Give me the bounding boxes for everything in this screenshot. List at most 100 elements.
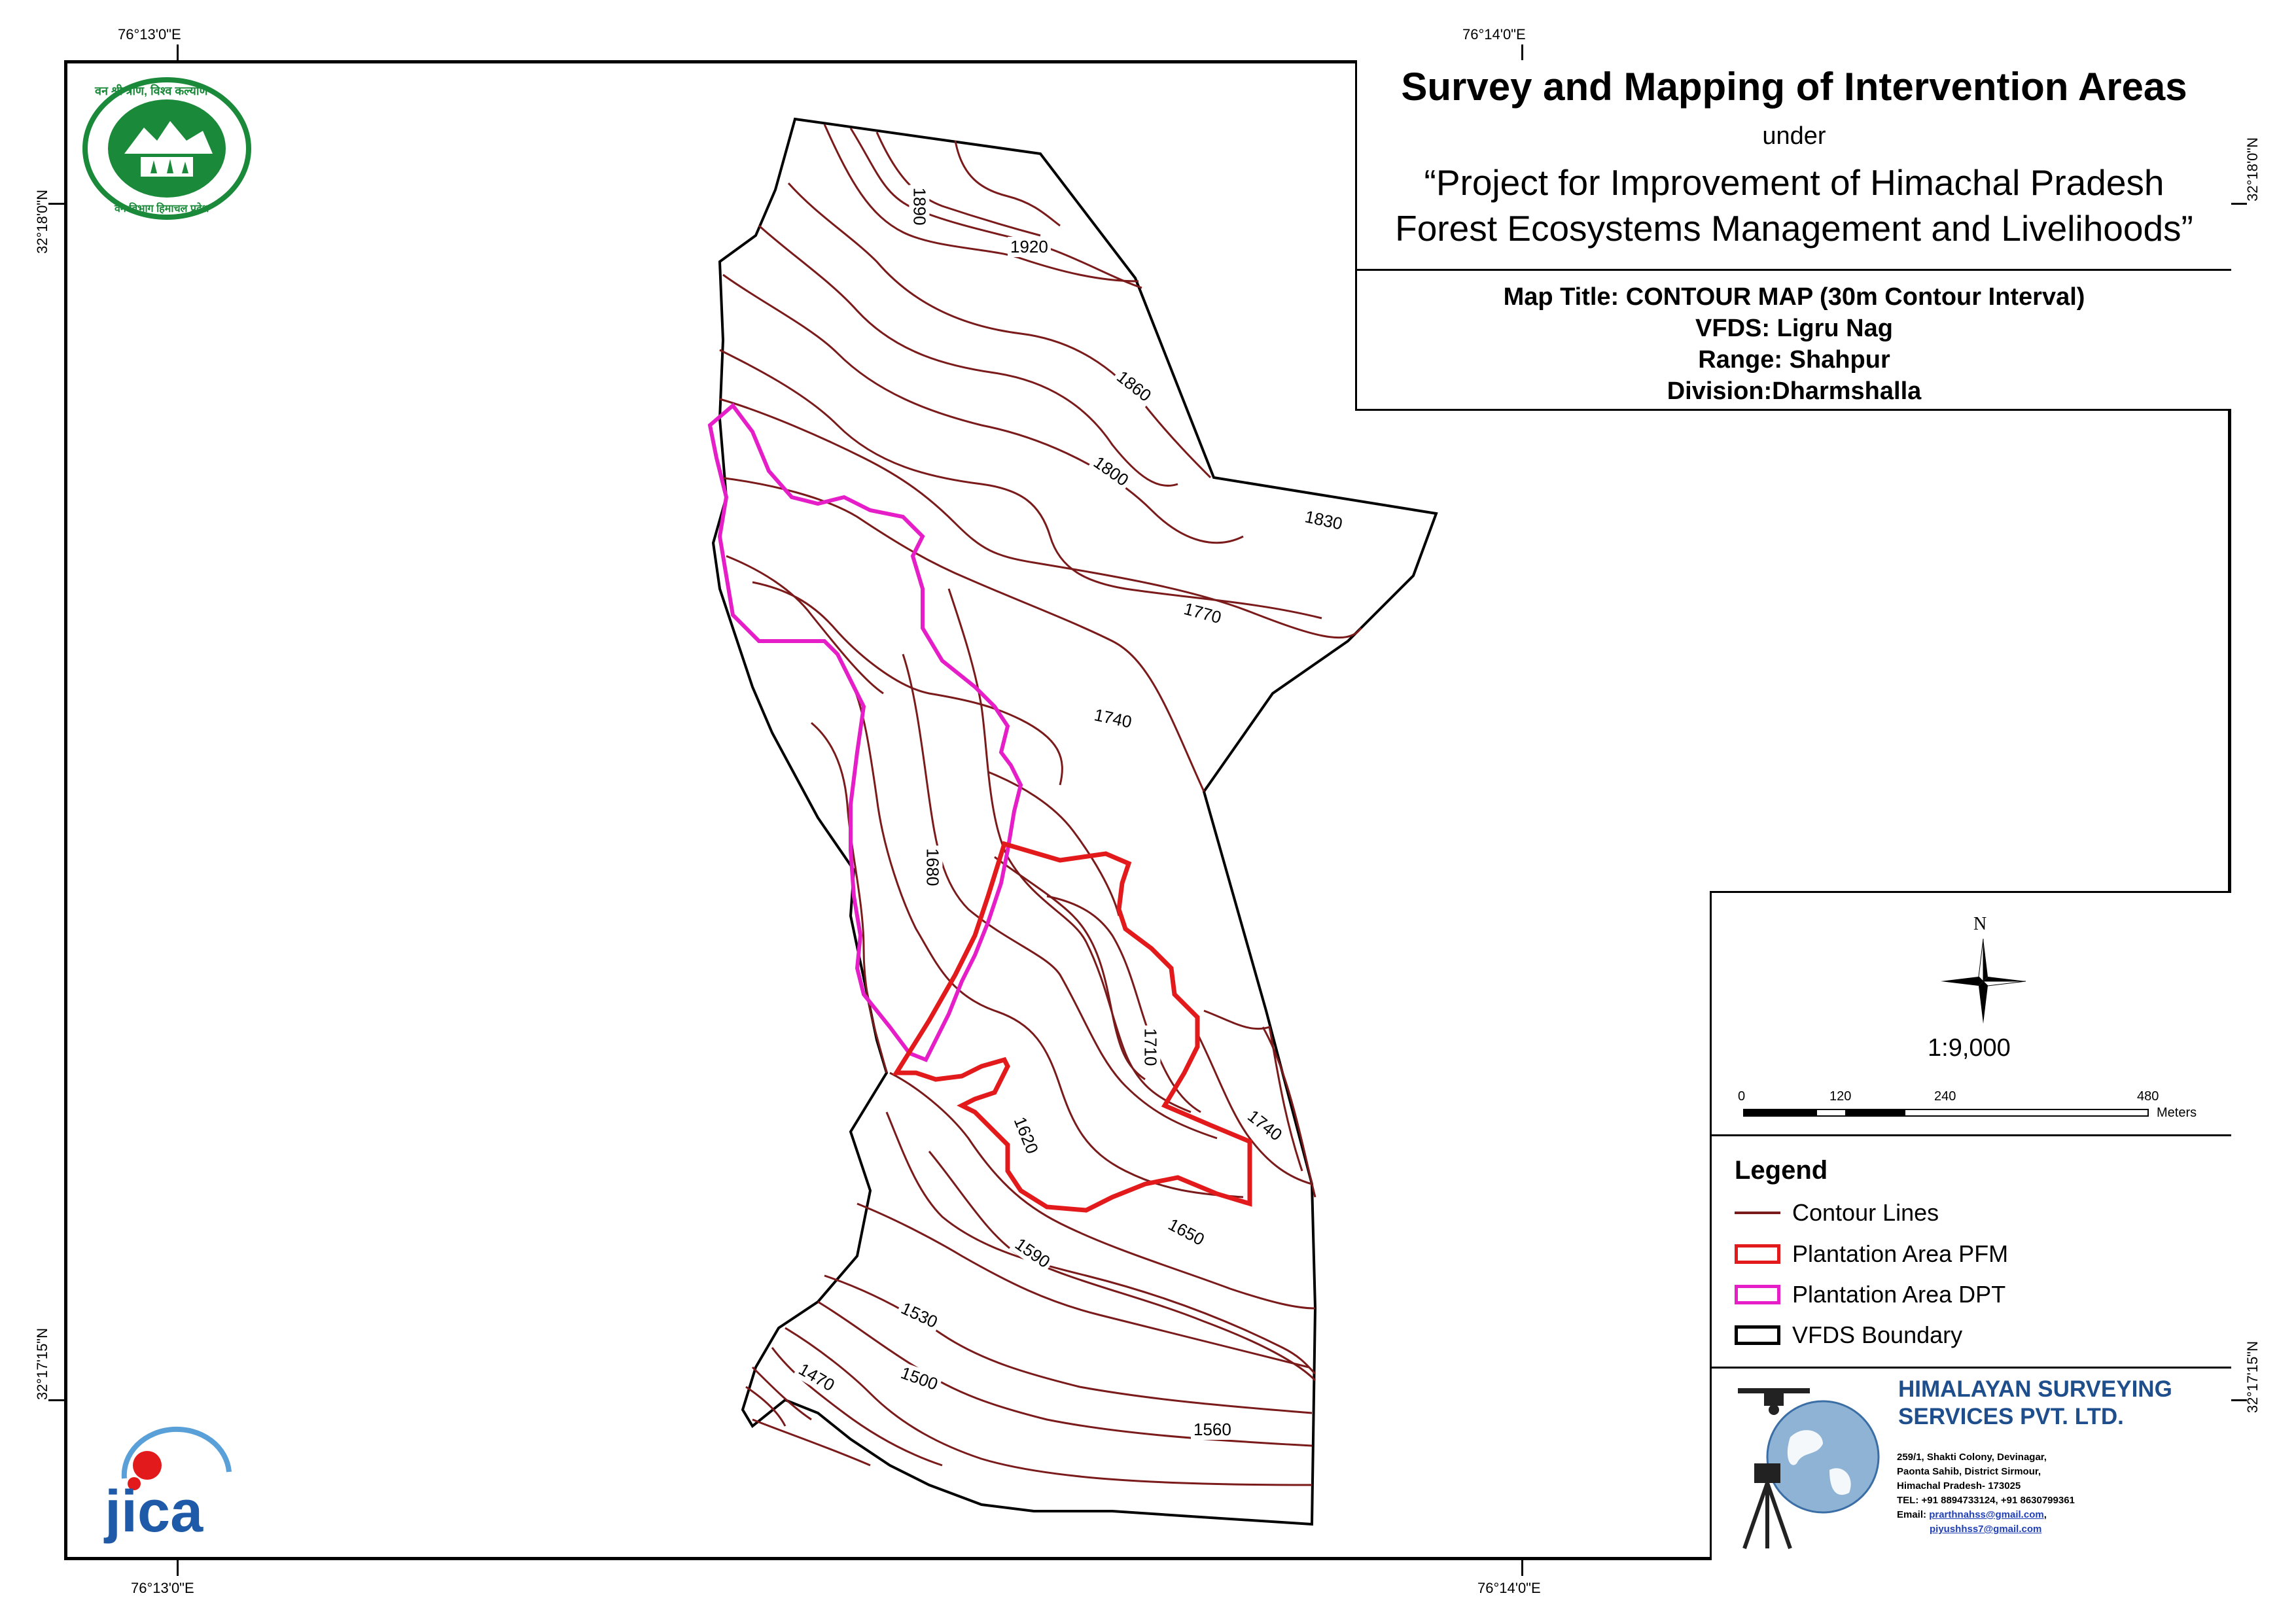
project-title-line2: Forest Ecosystems Management and Livelih… bbox=[1395, 208, 2193, 249]
division-label: Division:Dharmshalla bbox=[1667, 377, 1922, 405]
north-label: N bbox=[1973, 914, 1987, 934]
longitude-label-bottom-right: 76°14'0"E bbox=[1477, 1580, 1541, 1596]
graticule-tick bbox=[2231, 1399, 2247, 1401]
legend-label: Contour Lines bbox=[1792, 1199, 1939, 1226]
contour-line bbox=[889, 1072, 1316, 1310]
company-section: HIMALAYAN SURVEYING SERVICES PVT. LTD. 2… bbox=[1712, 1369, 2231, 1560]
contour-line bbox=[751, 1366, 812, 1421]
company-address-line2: Paonta Sahib, District Sirmour, bbox=[1897, 1466, 2041, 1477]
legend-title: Legend bbox=[1735, 1156, 1828, 1185]
forest-logo-text-bottom: वन विभाग हिमाचल प्रदेश bbox=[115, 203, 209, 215]
contour-line bbox=[849, 680, 1244, 1198]
contour-line bbox=[811, 722, 888, 1073]
forest-department-logo: वन श्री त्राण, विश्व कल्याण वन विभाग हिम… bbox=[79, 75, 255, 222]
longitude-label-bottom-left: 76°13'0"E bbox=[131, 1580, 194, 1596]
legend-item-contour: Contour Lines bbox=[1735, 1198, 1939, 1227]
contour-line bbox=[823, 124, 1139, 283]
email-label: Email: bbox=[1897, 1509, 1930, 1520]
contour-line bbox=[954, 140, 1061, 227]
contour-line bbox=[752, 1418, 871, 1467]
email-link-2[interactable]: piyushhss7@gmail.com bbox=[1930, 1524, 2042, 1535]
contour-line bbox=[752, 581, 1063, 786]
project-title-line1: “Project for Improvement of Himachal Pra… bbox=[1424, 162, 2164, 203]
company-name-line2: SERVICES PVT. LTD. bbox=[1898, 1404, 2124, 1429]
contour-line bbox=[824, 1274, 1313, 1414]
contour-line bbox=[817, 1300, 1313, 1447]
contour-line bbox=[902, 654, 1218, 1140]
contour-line bbox=[875, 131, 1041, 237]
vfds-boundary bbox=[711, 117, 1438, 1526]
company-telephone: TEL: +91 8894733124, +91 8630799361 bbox=[1897, 1495, 2075, 1506]
contour-line bbox=[726, 555, 884, 695]
company-address-line3: Himachal Pradesh- 173025 bbox=[1897, 1480, 2021, 1492]
jica-logo-text: jica bbox=[105, 1479, 203, 1544]
email-link-1[interactable]: prarthnahss@gmail.com bbox=[1929, 1509, 2044, 1520]
scale-bar bbox=[1743, 1109, 2149, 1117]
contour-line bbox=[719, 398, 1362, 639]
contour-line bbox=[719, 349, 1322, 620]
scale-ratio: 1:9,000 bbox=[1928, 1034, 2011, 1062]
legend-label: Plantation Area PFM bbox=[1792, 1240, 2009, 1267]
company-email-line2: piyushhss7@gmail.com bbox=[1930, 1522, 2041, 1537]
boundary-swatch bbox=[1735, 1325, 1780, 1345]
scale-section: N 1:9,000 0 120 240 480 Meters bbox=[1712, 893, 2231, 1136]
plantation-area-dpt bbox=[707, 402, 1023, 1062]
contour-line bbox=[849, 128, 1142, 289]
contour-line bbox=[758, 224, 1178, 487]
title-under: under bbox=[1762, 122, 1826, 150]
pfm-swatch bbox=[1735, 1244, 1780, 1264]
graticule-tick bbox=[177, 44, 179, 60]
contour-line bbox=[987, 771, 1120, 916]
contour-line bbox=[722, 273, 1244, 544]
range-label: Range: Shahpur bbox=[1698, 346, 1890, 374]
legend-section: Legend Contour Lines Plantation Area PFM… bbox=[1712, 1136, 2231, 1369]
contour-line bbox=[1262, 1026, 1316, 1198]
longitude-label-top-left: 76°13'0"E bbox=[118, 26, 181, 43]
contour-label: 1560 bbox=[1191, 1420, 1234, 1440]
map-frame bbox=[64, 60, 2231, 1560]
contour-line bbox=[1196, 1033, 1313, 1185]
dpt-swatch bbox=[1735, 1285, 1780, 1304]
map-title-label: Map Title: CONTOUR MAP (30m Contour Inte… bbox=[1503, 283, 2085, 311]
contour-line bbox=[785, 1327, 1313, 1486]
title-header: Survey and Mapping of Intervention Areas… bbox=[1357, 60, 2231, 271]
company-address-line1: 259/1, Shakti Colony, Devinagar, bbox=[1897, 1452, 2047, 1463]
contour-label: 1920 bbox=[1008, 237, 1051, 257]
vfds-label: VFDS: Ligru Nag bbox=[1695, 315, 1893, 342]
scale-unit: Meters bbox=[2157, 1106, 2197, 1120]
graticule-tick bbox=[2231, 203, 2247, 205]
scale-tick-label: 120 bbox=[1829, 1089, 1852, 1104]
contour-line bbox=[885, 1111, 1316, 1375]
map-main-title: Survey and Mapping of Intervention Areas bbox=[1401, 65, 2187, 109]
graticule-tick bbox=[48, 203, 64, 205]
jica-logo: jica bbox=[98, 1426, 242, 1544]
email-separator: , bbox=[2043, 1509, 2047, 1520]
contour-lines bbox=[719, 124, 1362, 1486]
contour-line bbox=[857, 1202, 1309, 1369]
legend-label: Plantation Area DPT bbox=[1792, 1281, 2006, 1308]
contour-line bbox=[994, 856, 1146, 1081]
graticule-tick bbox=[1521, 1560, 1523, 1576]
contour-line bbox=[771, 1347, 943, 1467]
company-name-line1: HIMALAYAN SURVEYING bbox=[1898, 1376, 2172, 1402]
contour-line bbox=[787, 182, 1212, 479]
map-info: Map Title: CONTOUR MAP (30m Contour Inte… bbox=[1357, 271, 2231, 407]
plantation-area-pfm bbox=[892, 841, 1252, 1213]
legend-label: VFDS Boundary bbox=[1792, 1321, 1963, 1348]
legend-panel: N 1:9,000 0 120 240 480 Meters Legend Co… bbox=[1710, 891, 2231, 1560]
contour-line bbox=[1046, 895, 1201, 1113]
contour-line bbox=[928, 1151, 1316, 1382]
legend-item-dpt: Plantation Area DPT bbox=[1735, 1280, 2005, 1309]
north-arrow-icon bbox=[1941, 939, 2026, 1024]
title-box: Survey and Mapping of Intervention Areas… bbox=[1355, 60, 2231, 411]
graticule-tick bbox=[1521, 44, 1523, 60]
contour-line bbox=[745, 1386, 786, 1427]
longitude-label-top-right: 76°14'0"E bbox=[1462, 26, 1526, 43]
surveying-equipment-icon bbox=[1738, 1388, 1880, 1549]
contour-line-swatch bbox=[1735, 1212, 1780, 1214]
scale-tick-label: 0 bbox=[1738, 1089, 1746, 1104]
scale-tick-label: 480 bbox=[2137, 1089, 2159, 1104]
contour-line bbox=[1203, 1009, 1303, 1172]
scale-tick-label: 240 bbox=[1934, 1089, 1956, 1104]
